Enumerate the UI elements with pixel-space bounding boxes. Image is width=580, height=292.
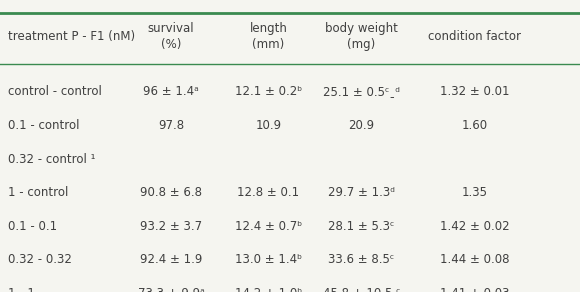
Text: 0.1 - 0.1: 0.1 - 0.1 [8, 220, 57, 233]
Text: 93.2 ± 3.7: 93.2 ± 3.7 [140, 220, 202, 233]
Text: 25.1 ± 0.5ᶜˍᵈ: 25.1 ± 0.5ᶜˍᵈ [323, 86, 400, 98]
Text: 1 - control: 1 - control [8, 186, 68, 199]
Text: treatment P - F1 (nM): treatment P - F1 (nM) [8, 30, 135, 43]
Text: 0.32 - 0.32: 0.32 - 0.32 [8, 253, 71, 266]
Text: 10.9: 10.9 [255, 119, 282, 132]
Text: 1.42 ± 0.02: 1.42 ± 0.02 [440, 220, 509, 233]
Text: condition factor: condition factor [428, 30, 521, 43]
Text: 1.44 ± 0.08: 1.44 ± 0.08 [440, 253, 509, 266]
Text: 1.32 ± 0.01: 1.32 ± 0.01 [440, 86, 509, 98]
Text: 73.3 ± 9.9ᵃ: 73.3 ± 9.9ᵃ [137, 287, 205, 292]
Text: 0.32 - control ¹: 0.32 - control ¹ [8, 153, 95, 166]
Text: 1.35: 1.35 [462, 186, 487, 199]
Text: 92.4 ± 1.9: 92.4 ± 1.9 [140, 253, 202, 266]
Text: 45.8 ± 10.5 ᶜ: 45.8 ± 10.5 ᶜ [322, 287, 400, 292]
Text: body weight
(mg): body weight (mg) [325, 22, 398, 51]
Text: 1.41 ± 0.03: 1.41 ± 0.03 [440, 287, 509, 292]
Text: 1.60: 1.60 [461, 119, 488, 132]
Text: 96 ± 1.4ᵃ: 96 ± 1.4ᵃ [143, 86, 199, 98]
Text: 90.8 ± 6.8: 90.8 ± 6.8 [140, 186, 202, 199]
Text: 12.1 ± 0.2ᵇ: 12.1 ± 0.2ᵇ [235, 86, 302, 98]
Text: 13.0 ± 1.4ᵇ: 13.0 ± 1.4ᵇ [235, 253, 302, 266]
Text: 14.2 ± 1.0ᵇ: 14.2 ± 1.0ᵇ [235, 287, 302, 292]
Text: 29.7 ± 1.3ᵈ: 29.7 ± 1.3ᵈ [328, 186, 395, 199]
Text: 12.4 ± 0.7ᵇ: 12.4 ± 0.7ᵇ [235, 220, 302, 233]
Text: 12.8 ± 0.1: 12.8 ± 0.1 [237, 186, 300, 199]
Text: 1 - 1: 1 - 1 [8, 287, 34, 292]
Text: survival
(%): survival (%) [148, 22, 194, 51]
Text: 28.1 ± 5.3ᶜ: 28.1 ± 5.3ᶜ [328, 220, 394, 233]
Text: control - control: control - control [8, 86, 102, 98]
Text: 33.6 ± 8.5ᶜ: 33.6 ± 8.5ᶜ [328, 253, 394, 266]
Text: 97.8: 97.8 [158, 119, 184, 132]
Text: 0.1 - control: 0.1 - control [8, 119, 79, 132]
Text: length
(mm): length (mm) [249, 22, 288, 51]
Text: 20.9: 20.9 [348, 119, 375, 132]
